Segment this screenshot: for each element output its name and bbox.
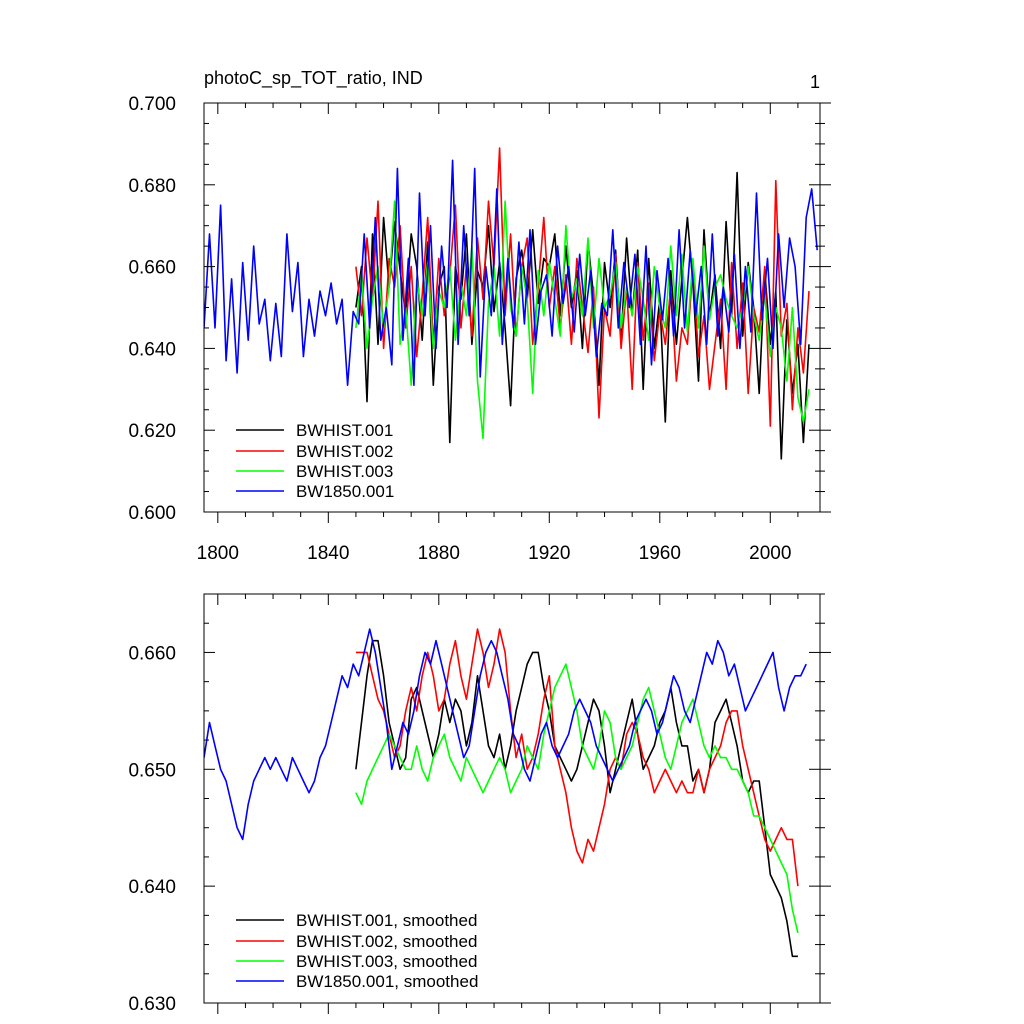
top-series-line-3 bbox=[355, 200, 810, 440]
bottom-series-line-3 bbox=[355, 663, 799, 934]
top-y-tick-label: 0.640 bbox=[128, 339, 176, 360]
bottom-legend-label-2: BWHIST.002, smoothed bbox=[296, 932, 477, 951]
bottom-series-line-4 bbox=[204, 628, 807, 841]
bottom-series-line-1 bbox=[355, 639, 798, 958]
top-series-group bbox=[204, 147, 818, 460]
bottom-legend-label-1: BWHIST.001, smoothed bbox=[296, 911, 477, 930]
bottom-legend: BWHIST.001, smoothed BWHIST.002, smoothe… bbox=[236, 911, 478, 991]
top-legend-label-2: BWHIST.002 bbox=[296, 442, 393, 461]
top-panel: photoC_sp_TOT_ratio, IND 1 0.6000.6200.6… bbox=[128, 68, 831, 564]
top-x-tick-label: 1920 bbox=[528, 543, 570, 564]
bottom-series-line-2 bbox=[355, 628, 799, 887]
top-x-tick-label: 1840 bbox=[307, 543, 349, 564]
top-x-tick-label: 1800 bbox=[197, 543, 239, 564]
bottom-legend-label-4: BW1850.001, smoothed bbox=[296, 972, 478, 991]
top-legend: BWHIST.001 BWHIST.002 BWHIST.003 BW1850.… bbox=[236, 421, 394, 501]
bottom-panel: 0.630 0.640 0.650 0.660 BWHIST.001, smoothe… bbox=[128, 593, 831, 1015]
top-y-tick-label: 0.620 bbox=[128, 421, 176, 442]
bottom-y-tick-label: 0.640 bbox=[128, 877, 176, 898]
top-x-tick-label: 1960 bbox=[639, 543, 681, 564]
top-panel-title: photoC_sp_TOT_ratio, IND bbox=[204, 68, 423, 89]
bottom-legend-label-3: BWHIST.003, smoothed bbox=[296, 952, 477, 971]
top-y-tick-label: 0.680 bbox=[128, 176, 176, 197]
bottom-y-tick-label: 0.630 bbox=[128, 994, 176, 1015]
top-legend-label-3: BWHIST.003 bbox=[296, 462, 393, 481]
bottom-y-tick-label: 0.650 bbox=[128, 760, 176, 781]
bottom-y-tick-label: 0.660 bbox=[128, 643, 176, 664]
top-y-tick-label: 0.600 bbox=[128, 503, 176, 524]
top-legend-label-1: BWHIST.001 bbox=[296, 421, 393, 440]
top-series-line-4 bbox=[204, 159, 818, 387]
top-y-tick-label: 0.700 bbox=[128, 94, 176, 115]
top-x-tick-label: 1880 bbox=[418, 543, 460, 564]
bottom-plot-area: 0.630 0.640 0.650 0.660 bbox=[128, 593, 831, 1015]
bottom-series-group bbox=[204, 628, 807, 958]
top-x-tick-label: 2000 bbox=[749, 543, 791, 564]
top-legend-label-4: BW1850.001 bbox=[296, 482, 394, 501]
top-plot-area: 0.600 0.620 0.640 0.660 0.680 0.700 1800 1840 18… bbox=[128, 94, 831, 564]
top-y-tick-label: 0.660 bbox=[128, 258, 176, 279]
top-panel-number: 1 bbox=[810, 72, 820, 92]
